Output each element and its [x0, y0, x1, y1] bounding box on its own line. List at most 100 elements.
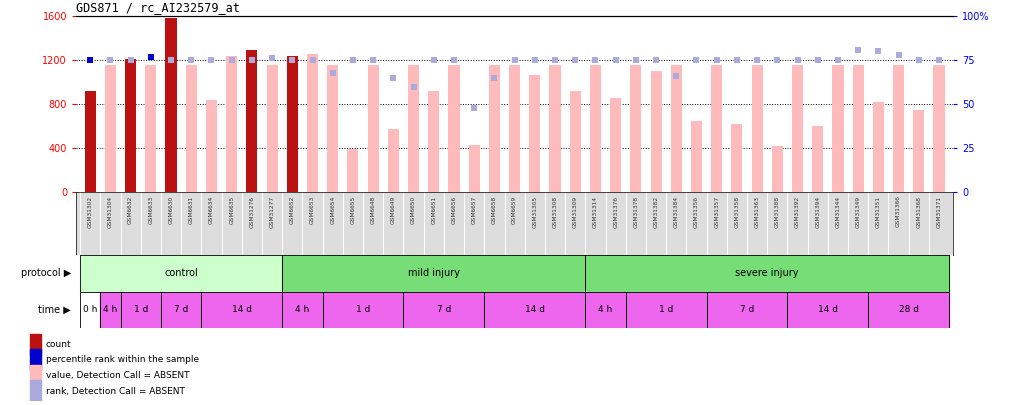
Text: protocol ▶: protocol ▶ [20, 269, 71, 278]
Text: GSM31388: GSM31388 [775, 196, 780, 228]
Bar [832, 65, 844, 192]
Bar [788, 292, 868, 328]
Text: GSM6652: GSM6652 [290, 196, 295, 224]
Text: GSM31363: GSM31363 [754, 196, 759, 228]
Text: GSM31358: GSM31358 [734, 196, 739, 228]
Text: control: control [164, 269, 198, 278]
Bar [468, 145, 480, 192]
Bar [873, 102, 884, 192]
Text: 4 h: 4 h [295, 305, 309, 314]
Bar [448, 65, 459, 192]
Bar [202, 292, 282, 328]
Bar [550, 65, 561, 192]
Bar [868, 292, 949, 328]
Bar [206, 100, 217, 192]
Text: GSM6654: GSM6654 [331, 196, 336, 224]
Text: GSM31308: GSM31308 [553, 196, 558, 228]
Bar [80, 255, 282, 292]
Text: time ▶: time ▶ [39, 305, 71, 315]
Text: GSM31357: GSM31357 [714, 196, 719, 228]
Text: GSM6635: GSM6635 [229, 196, 234, 224]
Bar [121, 292, 161, 328]
Bar [267, 65, 278, 192]
Text: GSM6632: GSM6632 [128, 196, 133, 224]
Bar [322, 292, 404, 328]
Bar [30, 365, 41, 386]
Bar [80, 292, 100, 328]
Text: GSM6631: GSM6631 [189, 196, 194, 224]
Bar [100, 292, 121, 328]
Text: 14 d: 14 d [818, 305, 838, 314]
Text: 4 h: 4 h [598, 305, 612, 314]
Bar [282, 292, 322, 328]
Text: GSM6634: GSM6634 [209, 196, 214, 224]
Text: GSM31382: GSM31382 [654, 196, 658, 228]
Bar [590, 65, 601, 192]
Text: GSM6633: GSM6633 [148, 196, 153, 224]
Text: GSM31368: GSM31368 [917, 196, 922, 228]
Bar [626, 292, 707, 328]
Bar [404, 292, 485, 328]
Text: 7 d: 7 d [740, 305, 754, 314]
Bar [145, 65, 156, 192]
Text: GSM6657: GSM6657 [472, 196, 477, 224]
Text: severe injury: severe injury [735, 269, 799, 278]
Bar [853, 65, 864, 192]
Text: GSM6630: GSM6630 [168, 196, 173, 224]
Text: GSM31349: GSM31349 [856, 196, 861, 228]
Bar [307, 53, 318, 192]
Bar [125, 59, 136, 192]
Text: GSM31344: GSM31344 [836, 196, 841, 228]
Bar [165, 18, 176, 192]
Bar [631, 65, 642, 192]
Text: 28 d: 28 d [898, 305, 919, 314]
Text: GSM6649: GSM6649 [390, 196, 395, 224]
Text: value, Detection Call = ABSENT: value, Detection Call = ABSENT [46, 371, 190, 380]
Bar [691, 121, 702, 192]
Bar [610, 98, 622, 192]
Text: count: count [46, 340, 71, 349]
Text: 1 d: 1 d [356, 305, 370, 314]
Bar [585, 255, 949, 292]
Text: GSM31276: GSM31276 [249, 196, 255, 228]
Text: GSM6653: GSM6653 [310, 196, 315, 224]
Text: GSM6650: GSM6650 [411, 196, 416, 224]
Bar [104, 65, 116, 192]
Text: GSM31302: GSM31302 [87, 196, 92, 228]
Text: GDS871 / rc_AI232579_at: GDS871 / rc_AI232579_at [76, 1, 240, 14]
Text: 7 d: 7 d [437, 305, 451, 314]
Bar [893, 65, 904, 192]
Bar [287, 56, 298, 192]
Bar [570, 91, 581, 192]
Text: GSM6651: GSM6651 [431, 196, 436, 224]
Bar [246, 50, 258, 192]
Bar [387, 128, 399, 192]
Text: GSM31392: GSM31392 [795, 196, 800, 228]
Bar [529, 75, 540, 192]
Bar [161, 292, 202, 328]
Bar [282, 255, 585, 292]
Bar [934, 65, 945, 192]
Bar [731, 124, 742, 192]
Text: GSM6655: GSM6655 [351, 196, 356, 224]
Bar [772, 146, 783, 192]
Bar [328, 65, 339, 192]
Bar [226, 56, 237, 192]
Text: 7 d: 7 d [174, 305, 189, 314]
Bar [792, 65, 803, 192]
Text: GSM31351: GSM31351 [876, 196, 881, 228]
Bar [509, 65, 520, 192]
Bar [30, 380, 41, 402]
Text: GSM31384: GSM31384 [673, 196, 678, 228]
Text: 1 d: 1 d [134, 305, 148, 314]
Bar [914, 110, 925, 192]
Bar [707, 292, 788, 328]
Text: 1 d: 1 d [659, 305, 673, 314]
Bar [751, 65, 763, 192]
Text: GSM6648: GSM6648 [371, 196, 375, 224]
Text: 14 d: 14 d [525, 305, 545, 314]
Text: GSM6656: GSM6656 [451, 196, 456, 224]
Text: rank, Detection Call = ABSENT: rank, Detection Call = ABSENT [46, 386, 185, 396]
Text: GSM31394: GSM31394 [815, 196, 820, 228]
Text: percentile rank within the sample: percentile rank within the sample [46, 355, 199, 364]
